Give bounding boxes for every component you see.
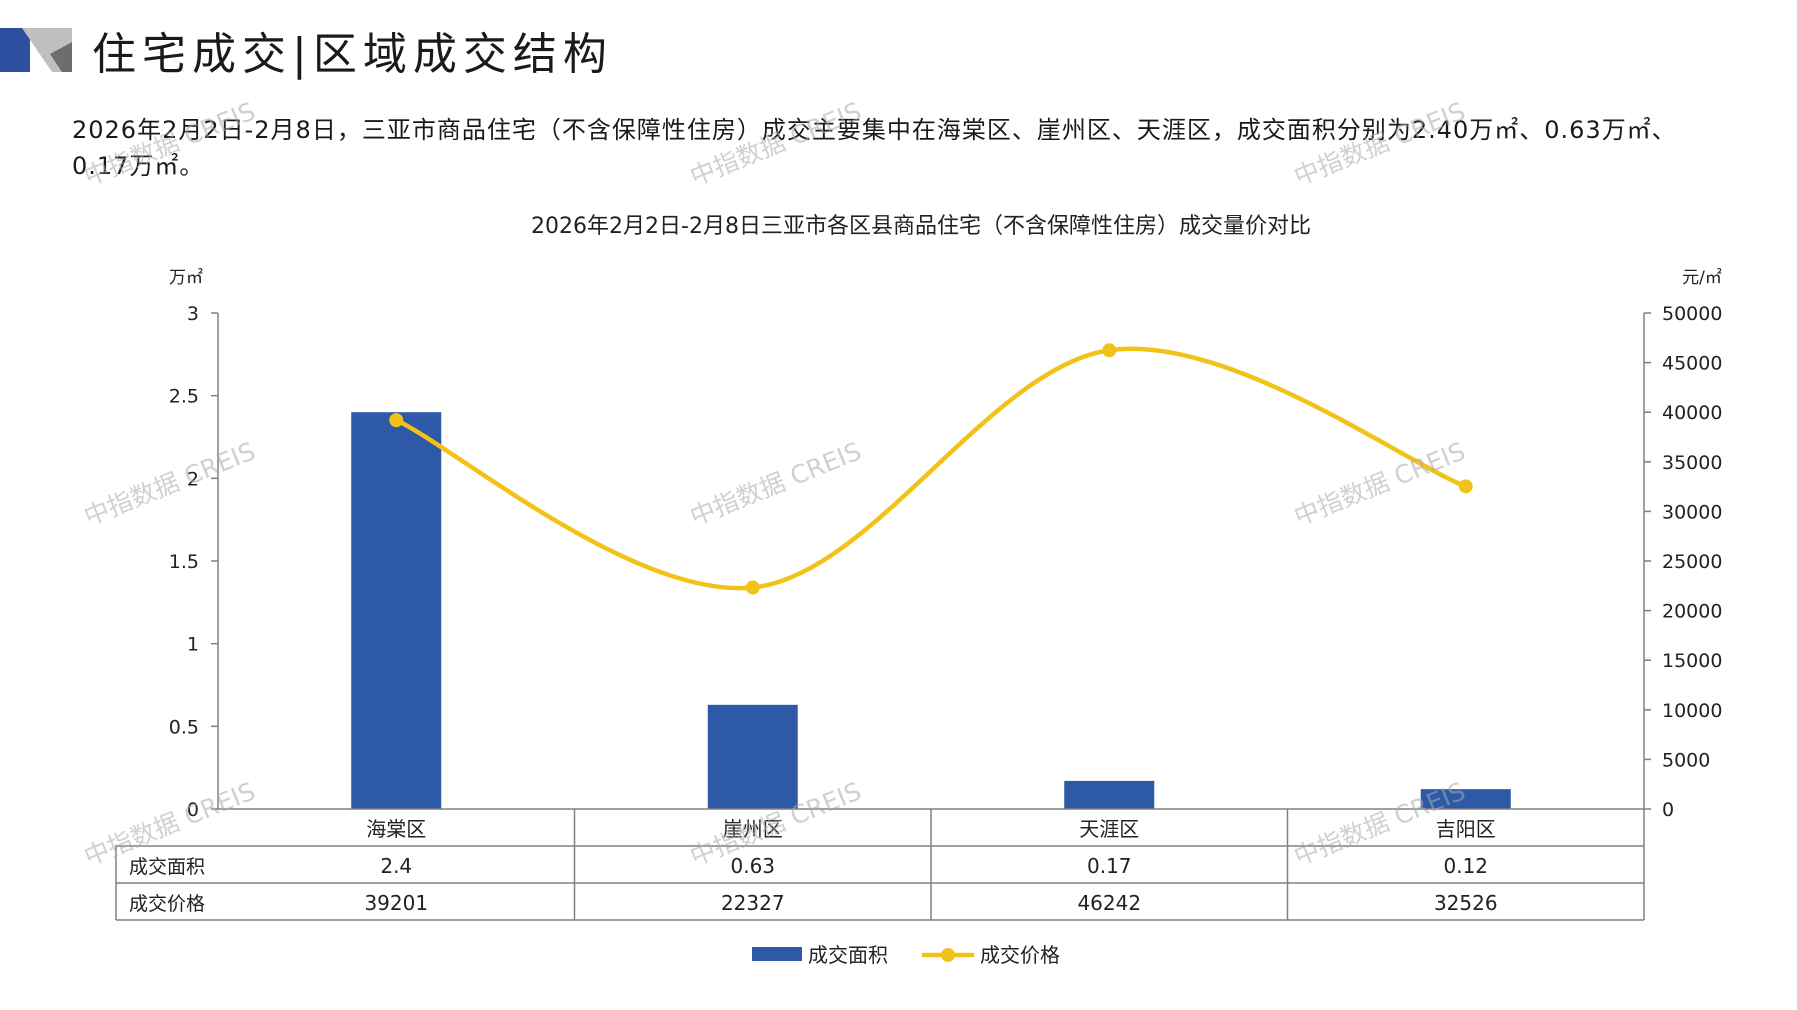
right-axis-tick-label: 10000 [1662,700,1722,722]
right-axis-tick-label: 25000 [1662,551,1722,573]
left-axis-tick-label: 1.5 [169,551,199,573]
data-label: 0.17 [1087,854,1132,878]
data-label: 46242 [1077,891,1141,915]
price-line [395,346,1467,591]
bar-4 [1420,789,1511,809]
data-label: 32526 [1434,891,1498,915]
header-decoration [0,28,72,72]
right-axis-tick-label: 30000 [1662,501,1722,523]
right-axis-tick-label: 45000 [1662,353,1722,375]
right-axis-tick-label: 0 [1662,799,1674,821]
bar-3 [1064,780,1155,809]
data-label: 22327 [721,891,785,915]
right-axis-tick-label: 50000 [1662,303,1722,325]
price-point-3 [1102,343,1117,358]
right-axis-tick-label: 5000 [1662,749,1710,771]
summary-text: 2026年2月2日-2月8日，三亚市商品住宅（不含保障性住房）成交主要集中在海棠… [72,116,1677,180]
right-axis-unit: 元/㎡ [1682,268,1722,288]
right-axis-tick-label: 35000 [1662,452,1722,474]
legend-line-label: 成交价格 [980,943,1060,967]
deco-blue-shape [0,28,30,72]
price-point-1 [389,413,404,428]
left-axis-tick-label: 1 [187,634,199,656]
legend-bar-label: 成交面积 [808,943,888,967]
category-label: 吉阳区 [1436,817,1496,841]
price-point-4 [1458,479,1473,494]
left-axis-tick-label: 2 [187,468,199,490]
data-label: 0.12 [1443,854,1488,878]
data-label: 2.4 [380,854,412,878]
data-label: 0.63 [730,854,775,878]
chart-title: 2026年2月2日-2月8日三亚市各区县商品住宅（不含保障性住房）成交量价对比 [531,214,1311,239]
left-axis-unit: 万㎡ [169,268,203,288]
left-axis-tick-label: 0.5 [169,716,199,738]
right-axis-tick-label: 20000 [1662,601,1722,623]
bar-2 [707,704,798,809]
left-axis-tick-label: 0 [187,799,199,821]
price-point-2 [745,580,760,595]
deco-dark-shape [50,42,72,72]
category-label: 天涯区 [1079,817,1139,841]
left-axis-tick-label: 2.5 [169,386,199,408]
page-title: 住宅成交|区域成交结构 [92,29,613,80]
legend-bar-swatch [752,947,802,961]
table-series-name: 成交面积 [129,856,205,878]
right-axis-tick-label: 15000 [1662,650,1722,672]
category-label: 崖州区 [723,817,783,841]
legend-line-marker [941,948,955,962]
right-axis-tick-label: 40000 [1662,402,1722,424]
left-axis-tick-label: 3 [187,303,199,325]
data-label: 39201 [364,891,428,915]
category-label: 海棠区 [366,817,426,841]
table-series-name: 成交价格 [129,893,205,915]
bar-1 [351,412,442,809]
